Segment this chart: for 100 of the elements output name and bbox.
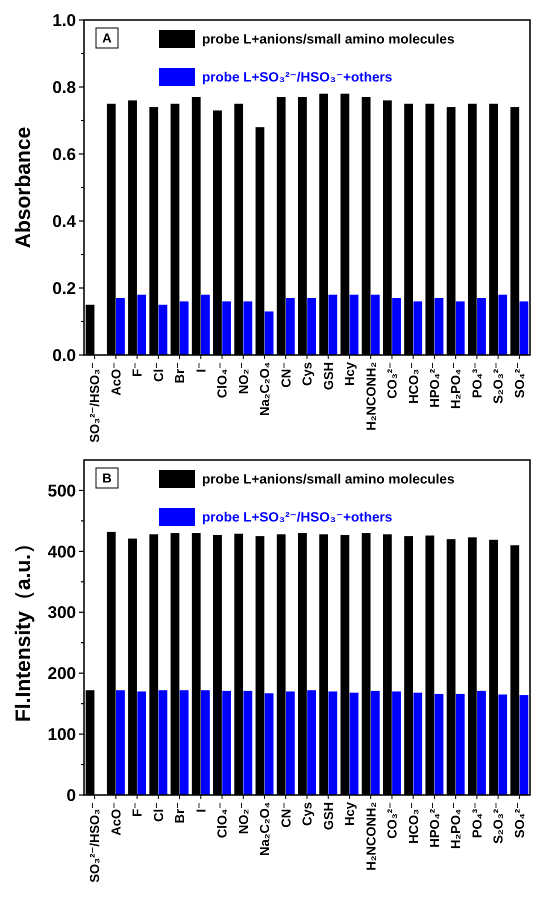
bar xyxy=(286,298,295,355)
y-tick-label: 0.4 xyxy=(52,212,77,231)
bar xyxy=(137,294,146,355)
bar xyxy=(434,694,444,795)
y-tick-label: 400 xyxy=(48,542,76,562)
x-tick-label: Br⁻ xyxy=(172,802,188,824)
x-tick-label: HCO₃⁻ xyxy=(406,362,421,404)
x-tick-label: AcO⁻ xyxy=(108,802,124,836)
bar xyxy=(116,690,125,795)
x-tick-label: Cys xyxy=(300,802,315,826)
x-tick-label: H₂PO₄⁻ xyxy=(448,802,464,850)
x-tick-label: CO₃²⁻ xyxy=(384,802,400,839)
x-tick-label: SO₄²⁻ xyxy=(512,802,527,838)
bar xyxy=(498,294,508,355)
x-tick-label: ClO₄⁻ xyxy=(214,362,230,398)
bar xyxy=(370,294,380,355)
bar xyxy=(243,690,252,795)
bar xyxy=(392,298,401,355)
x-tick-label: Br⁻ xyxy=(172,362,188,384)
bar xyxy=(370,690,380,795)
y-tick-label: 200 xyxy=(48,664,76,684)
x-tick-label: PO₄³⁻ xyxy=(469,362,484,398)
bar xyxy=(413,692,422,795)
y-tick-label: 0.6 xyxy=(52,144,76,164)
annotation: B xyxy=(102,470,112,486)
x-tick-label: Hcy xyxy=(342,361,358,386)
x-tick-label: NO₂⁻ xyxy=(236,802,251,834)
bar xyxy=(222,301,232,355)
legend-label: probe L+anions/small amino molecules xyxy=(202,472,454,487)
bar xyxy=(158,304,168,355)
bar xyxy=(286,691,295,795)
legend-label: probe L+anions/small amino molecules xyxy=(202,32,454,47)
bar xyxy=(264,693,274,795)
x-tick-label: GSH xyxy=(320,802,336,830)
bar xyxy=(498,694,508,795)
y-tick-label: 500 xyxy=(48,481,76,500)
bar xyxy=(350,294,358,355)
bar xyxy=(413,301,422,355)
bar xyxy=(137,691,146,795)
bar xyxy=(477,298,486,355)
bar xyxy=(307,298,316,355)
legend-label: probe L+SO₃²⁻/HSO₃⁻+others xyxy=(202,510,392,525)
bar xyxy=(222,690,232,795)
bar xyxy=(158,690,168,795)
x-tick-label: S₂O₃²⁻ xyxy=(490,362,506,404)
x-tick-label: SO₃²⁻/HSO₃⁻ xyxy=(87,362,102,443)
bar xyxy=(200,294,210,355)
legend-label: probe L+SO₃²⁻/HSO₃⁻+others xyxy=(202,70,392,85)
x-tick-label: AcO⁻ xyxy=(108,362,124,396)
y-axis-title: Absorbance xyxy=(12,126,35,248)
x-tick-label: HPO₄²⁻ xyxy=(426,362,442,408)
bar xyxy=(456,694,465,795)
y-tick-label: 300 xyxy=(48,603,76,622)
x-tick-label: HCO₃⁻ xyxy=(406,802,421,844)
x-tick-label: SO₄²⁻ xyxy=(512,362,527,398)
bar xyxy=(116,298,125,355)
x-tick-label: CN⁻ xyxy=(278,362,294,388)
bar xyxy=(180,301,189,355)
y-tick-label: 0.8 xyxy=(52,78,76,97)
bar xyxy=(200,690,210,795)
bar xyxy=(243,301,252,355)
bar xyxy=(520,695,528,795)
bar xyxy=(328,294,338,355)
bar xyxy=(434,298,444,355)
x-tick-label: Hcy xyxy=(342,801,358,826)
bar xyxy=(307,690,316,795)
x-tick-label: Na₂C₂O₄ xyxy=(257,802,272,856)
y-tick-label: 0 xyxy=(66,786,76,805)
y-tick-label: 1.0 xyxy=(52,10,76,30)
bar xyxy=(456,301,465,355)
x-tick-label: Cl⁻ xyxy=(150,802,166,822)
bar xyxy=(328,691,338,795)
y-tick-label: 0.0 xyxy=(52,346,76,365)
x-tick-label: PO₄³⁻ xyxy=(469,802,484,838)
annotation: A xyxy=(102,30,112,46)
x-tick-label: I⁻ xyxy=(193,362,208,372)
bar xyxy=(392,691,401,795)
x-tick-label: NO₂⁻ xyxy=(236,362,251,394)
bar xyxy=(180,690,189,795)
bar xyxy=(477,690,486,795)
y-axis-title: Fl.Intensity（a.u.） xyxy=(12,532,35,722)
x-tick-label: GSH xyxy=(320,362,336,390)
y-tick-label: 0.2 xyxy=(52,278,76,298)
x-tick-label: Cl⁻ xyxy=(150,362,166,382)
x-tick-label: CN⁻ xyxy=(278,802,294,828)
x-tick-label: H₂NCONH₂ xyxy=(363,802,378,871)
x-tick-label: H₂NCONH₂ xyxy=(363,362,378,431)
y-tick-label: 100 xyxy=(48,725,76,744)
x-tick-label: CO₃²⁻ xyxy=(384,362,400,399)
x-tick-label: Cys xyxy=(300,362,315,386)
x-tick-label: ClO₄⁻ xyxy=(214,802,230,838)
bar xyxy=(520,301,528,355)
x-tick-label: S₂O₃²⁻ xyxy=(490,802,506,844)
x-tick-label: F⁻ xyxy=(130,802,145,817)
x-tick-label: HPO₄²⁻ xyxy=(426,802,442,848)
x-tick-label: SO₃²⁻/HSO₃⁻ xyxy=(87,802,102,883)
x-tick-label: I⁻ xyxy=(193,802,208,812)
x-tick-label: F⁻ xyxy=(130,362,145,377)
bar xyxy=(264,311,274,355)
bar xyxy=(350,692,358,795)
